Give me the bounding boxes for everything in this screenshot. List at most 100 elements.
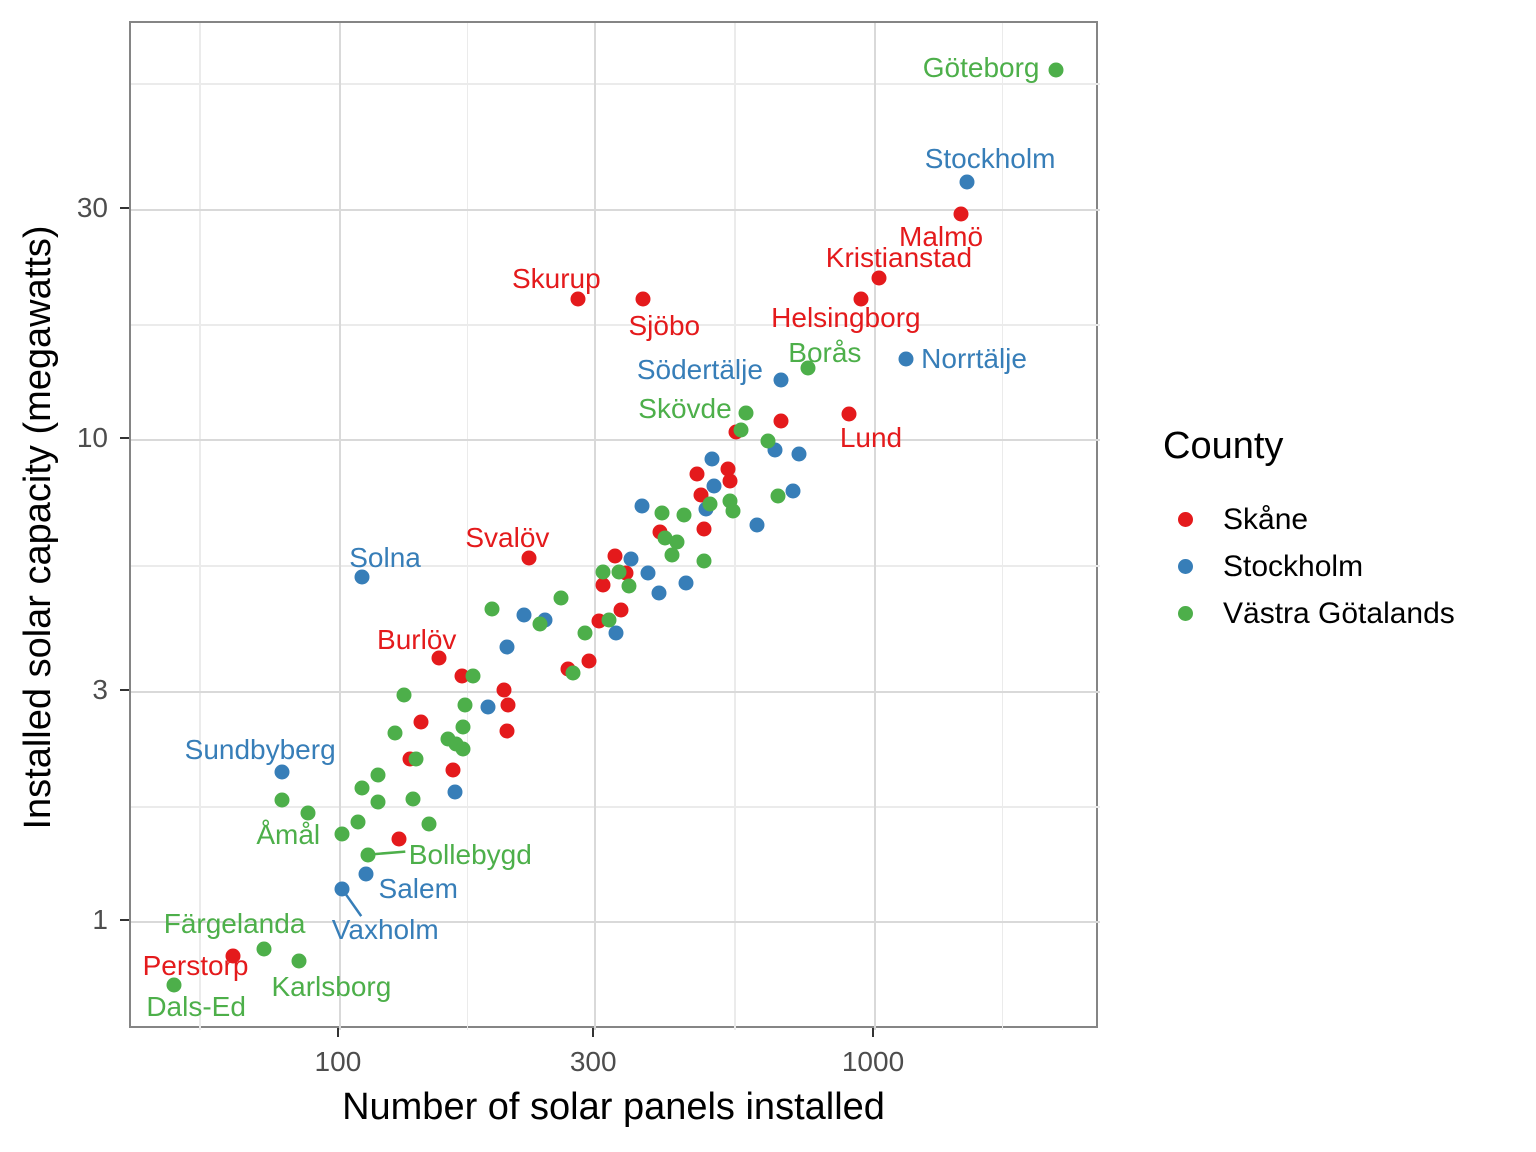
x-tick-label: 100: [314, 1046, 362, 1077]
x-axis-tick: [336, 1028, 339, 1037]
data-point-göteborg: [1048, 62, 1064, 78]
data-point: [553, 590, 569, 606]
data-point: [565, 665, 581, 681]
y-tick-label: 3: [92, 674, 108, 706]
legend-swatch-icon: [1178, 512, 1193, 527]
data-point: [640, 565, 656, 581]
data-point: [455, 741, 471, 757]
data-point-sundbyberg: [274, 764, 290, 780]
x-minor-gridline: [199, 23, 201, 1030]
point-label: Sjöbo: [628, 310, 701, 342]
point-label: Sundbyberg: [184, 733, 336, 765]
data-point: [500, 697, 516, 713]
x-tick-label: 300: [569, 1046, 617, 1077]
data-point: [725, 503, 741, 519]
data-point: [350, 814, 366, 830]
data-point: [613, 602, 629, 618]
x-axis-tick: [872, 1028, 874, 1037]
data-point: [702, 496, 718, 512]
data-point-borås: [800, 360, 816, 376]
data-point: [611, 564, 627, 580]
x-minor-gridline: [1001, 23, 1004, 1030]
data-point-lund: [841, 406, 857, 422]
data-point: [669, 534, 685, 550]
point-label: Göteborg: [922, 51, 1040, 83]
point-label: Norrtälje: [921, 343, 1027, 375]
data-point: [396, 687, 412, 703]
y-axis-tick: [120, 689, 129, 692]
data-point: [465, 668, 481, 684]
data-point-burlöv: [431, 650, 447, 666]
data-point: [532, 616, 548, 632]
legend-title: County: [1163, 425, 1284, 467]
data-point-svalöv: [521, 550, 537, 566]
y-minor-gridline: [131, 83, 1100, 85]
x-minor-gridline: [466, 23, 469, 1030]
data-point: [581, 653, 597, 669]
data-point: [387, 725, 403, 741]
data-point-skurup: [570, 291, 586, 307]
y-tick-label: 10: [76, 421, 108, 453]
data-point: [749, 517, 765, 533]
data-point-skövde: [738, 405, 754, 421]
data-point: [733, 422, 749, 438]
data-point-norrtälje: [898, 351, 914, 367]
data-point-solna: [354, 569, 370, 585]
legend-label: Västra Götalands: [1223, 596, 1455, 630]
x-major-gridline: [874, 23, 876, 1030]
data-point: [413, 714, 429, 730]
data-point: [634, 498, 650, 514]
data-point: [499, 639, 515, 655]
point-label: Skurup: [511, 263, 601, 295]
point-label: Perstorp: [142, 950, 249, 982]
y-axis-tick: [120, 919, 129, 921]
point-label: Bollebygd: [408, 838, 532, 870]
point-label: Kristianstad: [825, 241, 973, 273]
legend-item-stockholm: Stockholm: [1163, 543, 1455, 590]
x-major-gridline: [594, 23, 597, 1030]
data-point-sjöbo: [635, 291, 651, 307]
data-point: [421, 816, 437, 832]
data-point: [405, 791, 421, 807]
data-point: [391, 831, 407, 847]
point-label: Solna: [349, 541, 421, 573]
point-label: Malmö: [899, 221, 984, 253]
data-point: [354, 780, 370, 796]
data-point: [785, 483, 801, 499]
data-point: [484, 601, 499, 617]
data-point: [595, 564, 611, 580]
y-minor-gridline: [131, 324, 1100, 326]
data-point: [577, 625, 593, 641]
point-label: Dals-Ed: [146, 991, 246, 1023]
data-point: [696, 521, 712, 537]
legend-item-skåne: Skåne: [1163, 496, 1455, 543]
data-point: [654, 505, 670, 521]
data-point-dals-ed: [166, 977, 182, 993]
data-point: [370, 794, 386, 810]
data-point-vaxholm: [334, 881, 350, 897]
point-label: Burlöv: [377, 623, 457, 655]
data-point: [704, 451, 720, 467]
data-point: [455, 719, 471, 735]
data-point: [623, 551, 639, 567]
data-point: [608, 625, 624, 641]
data-point: [720, 461, 736, 477]
data-point: [496, 682, 512, 698]
data-point-södertälje: [773, 372, 789, 388]
data-point: [773, 413, 789, 429]
data-point: [760, 433, 776, 449]
data-point: [445, 762, 461, 778]
data-point-färgelanda: [256, 941, 272, 957]
y-axis-tick: [120, 207, 129, 209]
data-point: [595, 577, 611, 593]
data-point: [621, 578, 637, 594]
data-point: [370, 767, 386, 783]
point-label: Stockholm: [924, 142, 1056, 174]
data-point-perstorp: [225, 948, 241, 964]
data-point: [601, 612, 617, 628]
point-label: Färgelanda: [163, 907, 306, 939]
legend-label: Stockholm: [1223, 549, 1364, 583]
data-point: [706, 478, 722, 494]
data-point-salem: [358, 866, 374, 882]
